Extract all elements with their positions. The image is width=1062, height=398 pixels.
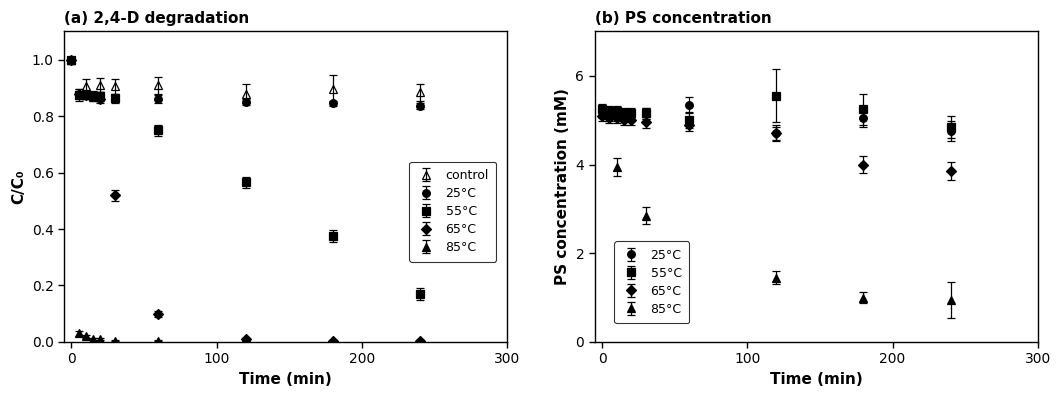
X-axis label: Time (min): Time (min) [770,372,862,387]
Y-axis label: PS concentration (mM): PS concentration (mM) [555,88,570,285]
Text: (b) PS concentration: (b) PS concentration [595,11,771,26]
Text: (a) 2,4-D degradation: (a) 2,4-D degradation [64,11,250,26]
Legend: 25°C, 55°C, 65°C, 85°C: 25°C, 55°C, 65°C, 85°C [614,241,689,323]
X-axis label: Time (min): Time (min) [239,372,332,387]
Y-axis label: C/C₀: C/C₀ [11,170,27,204]
Legend: control, 25°C, 55°C, 65°C, 85°C: control, 25°C, 55°C, 65°C, 85°C [409,162,496,261]
